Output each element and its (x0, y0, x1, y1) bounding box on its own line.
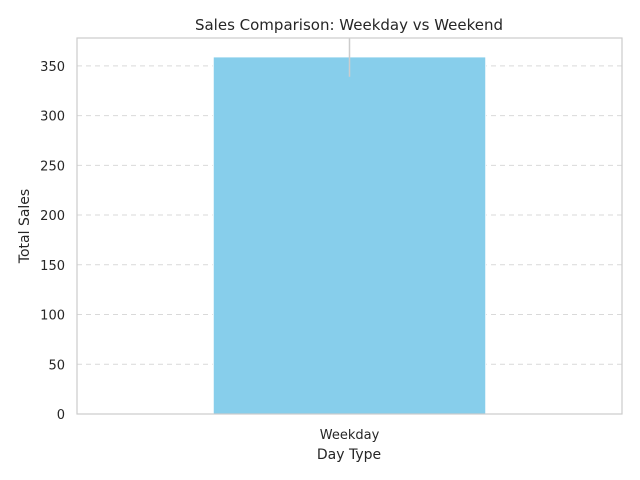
y-tick-label: 200 (40, 209, 65, 224)
y-tick-label: 250 (40, 159, 65, 174)
x-tick-labels: Weekday (320, 428, 380, 443)
x-tick-label: Weekday (320, 428, 380, 443)
y-tick-label: 100 (40, 309, 65, 324)
bar-weekday (212, 56, 487, 415)
plot-frame (76, 37, 623, 415)
y-tick-label: 300 (40, 110, 65, 125)
y-tick-label: 0 (57, 408, 65, 423)
y-tick-label: 350 (40, 60, 65, 75)
y-axis-label: Total Sales (17, 189, 33, 264)
y-tick-labels: 0 50 100 150 200 250 300 350 (40, 60, 65, 423)
chart-title: Sales Comparison: Weekday vs Weekend (195, 16, 503, 34)
y-tick-label: 150 (40, 259, 65, 274)
x-axis-label: Day Type (317, 447, 381, 463)
bar-layer (212, 38, 487, 415)
y-tick-label: 50 (48, 358, 65, 373)
